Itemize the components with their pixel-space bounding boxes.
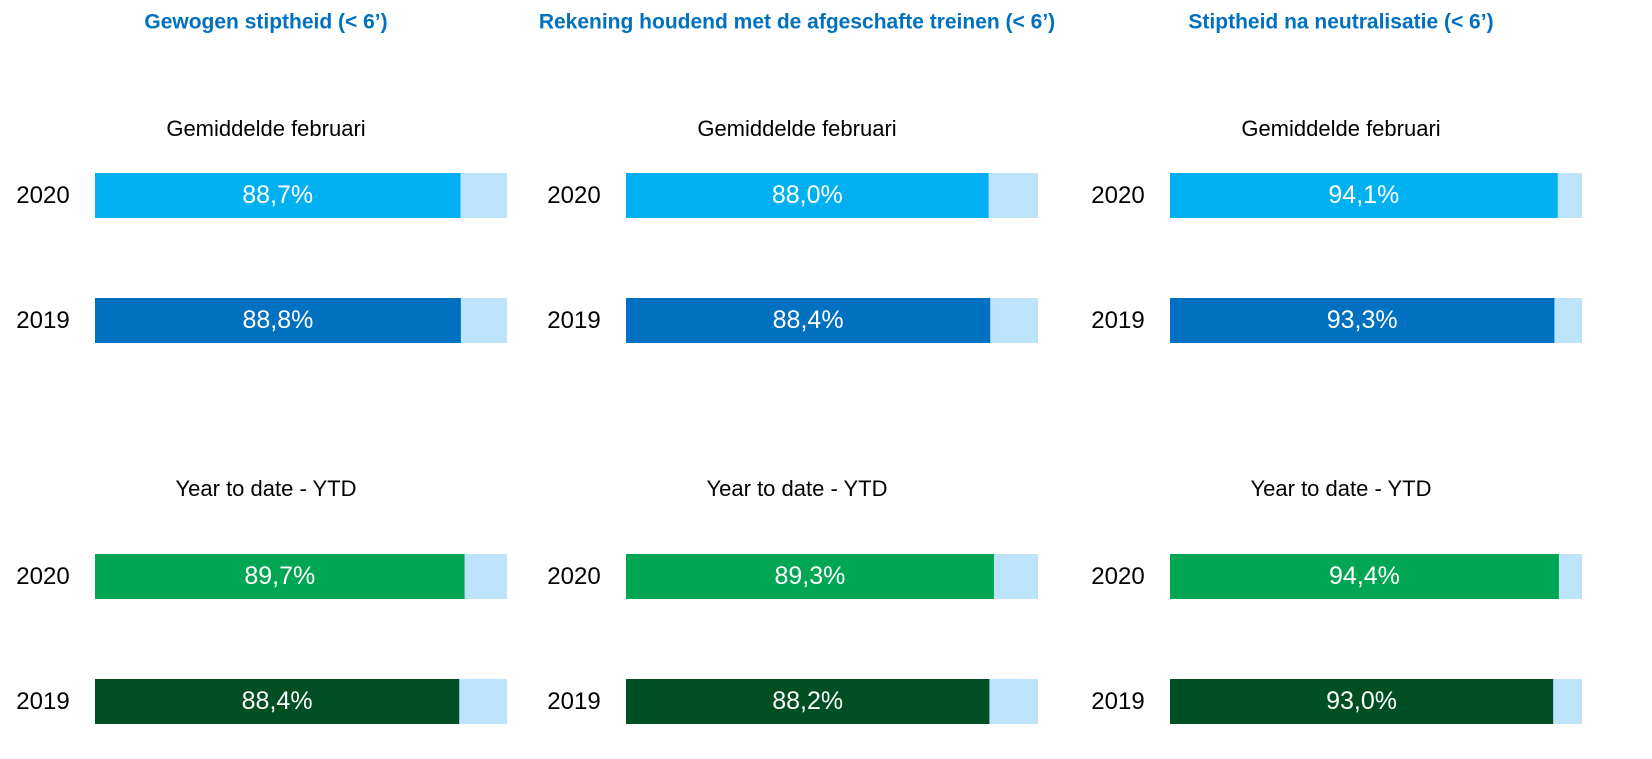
value-label: 94,4% bbox=[1329, 562, 1400, 590]
bar bbox=[1170, 173, 1558, 218]
category-label: 2019 bbox=[1091, 688, 1144, 715]
value-label: 94,1% bbox=[1328, 181, 1399, 209]
column-title: Rekening houdend met de afgeschafte trei… bbox=[539, 11, 1055, 34]
bar bbox=[1170, 679, 1554, 724]
category-label: 2019 bbox=[547, 307, 600, 334]
panel-subtitle: Year to date - YTD bbox=[707, 476, 888, 501]
category-label: 2020 bbox=[547, 563, 600, 590]
value-label: 93,0% bbox=[1326, 687, 1397, 715]
bar bbox=[95, 173, 461, 218]
panel-subtitle: Gemiddelde februari bbox=[166, 116, 365, 141]
panel-subtitle: Year to date - YTD bbox=[176, 476, 357, 501]
category-label: 2020 bbox=[1091, 563, 1144, 590]
bar bbox=[626, 298, 991, 343]
value-label: 93,3% bbox=[1327, 306, 1398, 334]
value-label: 88,4% bbox=[773, 306, 844, 334]
bar bbox=[626, 554, 994, 599]
value-label: 88,4% bbox=[242, 687, 313, 715]
panel-subtitle: Year to date - YTD bbox=[1251, 476, 1432, 501]
category-label: 2020 bbox=[547, 182, 600, 209]
value-label: 88,2% bbox=[772, 687, 843, 715]
value-label: 88,7% bbox=[242, 181, 313, 209]
category-label: 2019 bbox=[1091, 307, 1144, 334]
bar bbox=[95, 554, 465, 599]
value-label: 89,7% bbox=[244, 562, 315, 590]
category-label: 2020 bbox=[16, 563, 69, 590]
column-title: Stiptheid na neutralisatie (< 6’) bbox=[1188, 11, 1493, 34]
category-label: 2020 bbox=[1091, 182, 1144, 209]
panel-subtitle: Gemiddelde februari bbox=[1241, 116, 1440, 141]
category-label: 2019 bbox=[16, 307, 69, 334]
category-label: 2020 bbox=[16, 182, 69, 209]
bar bbox=[626, 173, 989, 218]
value-label: 89,3% bbox=[775, 562, 846, 590]
panel-subtitle: Gemiddelde februari bbox=[697, 116, 896, 141]
bar bbox=[95, 679, 460, 724]
bar bbox=[626, 679, 990, 724]
bar bbox=[95, 298, 461, 343]
value-label: 88,8% bbox=[242, 306, 313, 334]
column-title: Gewogen stiptheid (< 6’) bbox=[144, 11, 387, 34]
category-label: 2019 bbox=[547, 688, 600, 715]
category-label: 2019 bbox=[16, 688, 69, 715]
value-label: 88,0% bbox=[772, 181, 843, 209]
bar bbox=[1170, 298, 1555, 343]
bar bbox=[1170, 554, 1559, 599]
